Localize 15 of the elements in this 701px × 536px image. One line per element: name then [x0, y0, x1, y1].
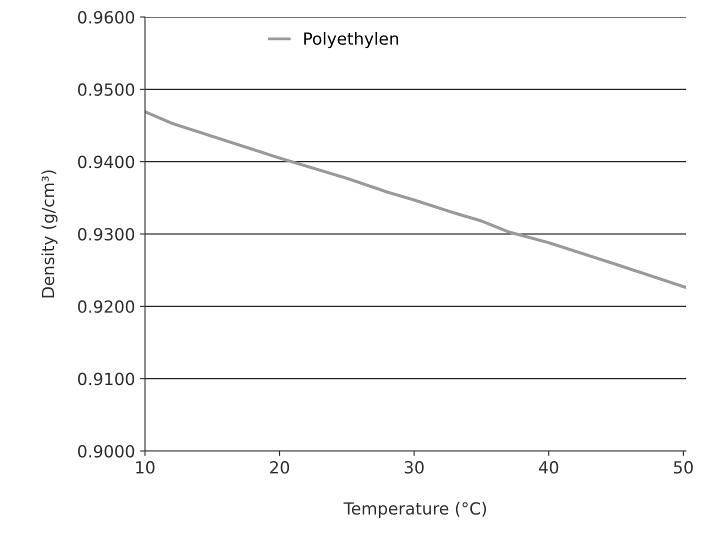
y-tick-label: 0.9300 — [78, 228, 134, 241]
x-axis-title: Temperature (°C) — [344, 502, 486, 518]
y-tick-label: 0.9500 — [78, 83, 134, 96]
x-tick-label: 50 — [674, 461, 693, 474]
x-tick-label: 20 — [270, 461, 290, 474]
y-tick-label: 0.9400 — [78, 156, 134, 168]
y-tick-label: 0.9100 — [78, 372, 134, 386]
y-tick-label: 0.9200 — [78, 300, 134, 313]
y-tick-label: 0.9600 — [78, 10, 134, 24]
legend-label: Polyethylen — [304, 32, 398, 48]
y-tick-label: 0.9000 — [78, 444, 134, 458]
x-tick-label: 10 — [136, 461, 154, 474]
y-axis-title: Density (g/cm³) — [41, 170, 58, 298]
x-tick-label: 30 — [404, 461, 424, 474]
x-tick-label: 40 — [538, 461, 558, 474]
